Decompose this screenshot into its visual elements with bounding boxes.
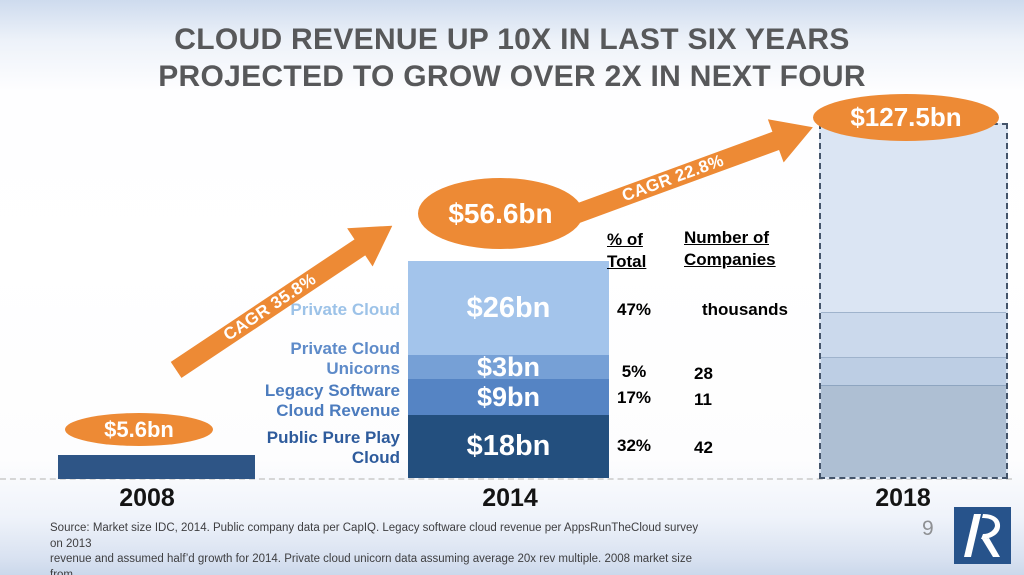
projection-band-legacy (821, 357, 1006, 385)
label-public-line2: Cloud (351, 448, 400, 467)
growth-arrow-2014-2018: CAGR 22.8% (557, 106, 821, 240)
column-header-pct-of-total: % of Total (607, 229, 646, 273)
segment-private-cloud: $26bn (408, 261, 609, 355)
total-bubble-2018: $127.5bn (813, 94, 999, 141)
pct-value-unicorns: 5% (621, 362, 647, 381)
segment-legacy-software: $9bn (408, 379, 609, 415)
label-public-line1: Public Pure Play (266, 428, 400, 447)
projected-bar-2018 (819, 123, 1008, 479)
page-title: CLOUD REVENUE UP 10X IN LAST SIX YEARS P… (0, 21, 1024, 95)
segment-value-unicorns: $3bn (476, 351, 541, 382)
redpoint-logo (954, 507, 1011, 564)
companies-value-legacy: 11 (694, 390, 712, 409)
cagr-label-2008-2014: CAGR 35.8% (219, 269, 320, 345)
total-value-2014: $56.6bn (448, 197, 553, 229)
total-value-2008: $5.6bn (104, 416, 174, 442)
pct-header-line2: Total (607, 252, 647, 271)
year-label-2008: 2008 (119, 484, 175, 512)
segment-value-legacy: $9bn (476, 381, 541, 412)
segment-public-pure-play: $18bn (408, 415, 609, 478)
pct-value-private-cloud: 47% (616, 300, 652, 319)
source-note: Source: Market size IDC, 2014. Public co… (50, 521, 710, 575)
axis-baseline (0, 478, 1012, 480)
companies-value-unicorns: 28 (694, 364, 713, 383)
label-private-cloud: Private Cloud (240, 300, 400, 320)
companies-header-line2: Companies (684, 250, 776, 269)
segment-private-cloud-unicorns: $3bn (408, 352, 609, 382)
cagr-label-2014-2018: CAGR 22.8% (619, 150, 727, 206)
redpoint-logo-icon (954, 507, 1011, 564)
label-public-pure-play: Public Pure Play Cloud (240, 428, 400, 468)
bar-2008 (58, 455, 255, 479)
pct-value-public: 32% (616, 436, 652, 455)
year-label-2018: 2018 (875, 484, 931, 512)
label-legacy-software: Legacy Software Cloud Revenue (240, 381, 400, 421)
projection-band-unicorns (821, 312, 1006, 357)
page-number: 9 (922, 517, 934, 540)
label-unicorns-line1: Private Cloud (290, 339, 400, 358)
segment-value-private-cloud: $26bn (466, 291, 551, 324)
title-line-2: PROJECTED TO GROW OVER 2X IN NEXT FOUR (158, 60, 866, 93)
label-unicorns-line2: Unicorns (326, 359, 400, 378)
source-line-1: Source: Market size IDC, 2014. Public co… (50, 522, 699, 550)
stacked-bar-2014: $26bn $3bn $9bn $18bn (408, 261, 609, 478)
total-value-2018: $127.5bn (850, 102, 962, 132)
source-line-2: revenue and assumed half’d growth for 20… (50, 553, 693, 575)
segment-value-public: $18bn (466, 430, 551, 462)
year-label-2014: 2014 (482, 484, 538, 512)
companies-header-line1: Number of (684, 228, 769, 247)
column-header-number-of-companies: Number of Companies (684, 227, 776, 271)
total-bubble-2008: $5.6bn (65, 413, 213, 446)
total-bubble-2014: $56.6bn (418, 178, 583, 249)
pct-value-legacy: 17% (616, 388, 652, 407)
projection-band-public (821, 385, 1006, 477)
label-legacy-line1: Legacy Software (264, 381, 400, 400)
label-legacy-line2: Cloud Revenue (276, 401, 400, 420)
pct-header-line1: % of (607, 230, 643, 249)
label-private-cloud-unicorns: Private Cloud Unicorns (240, 339, 400, 379)
label-private-cloud-text: Private Cloud (290, 300, 400, 319)
title-line-1: CLOUD REVENUE UP 10X IN LAST SIX YEARS (174, 23, 850, 56)
companies-value-private-cloud: thousands (702, 300, 788, 319)
companies-value-public: 42 (694, 438, 713, 457)
